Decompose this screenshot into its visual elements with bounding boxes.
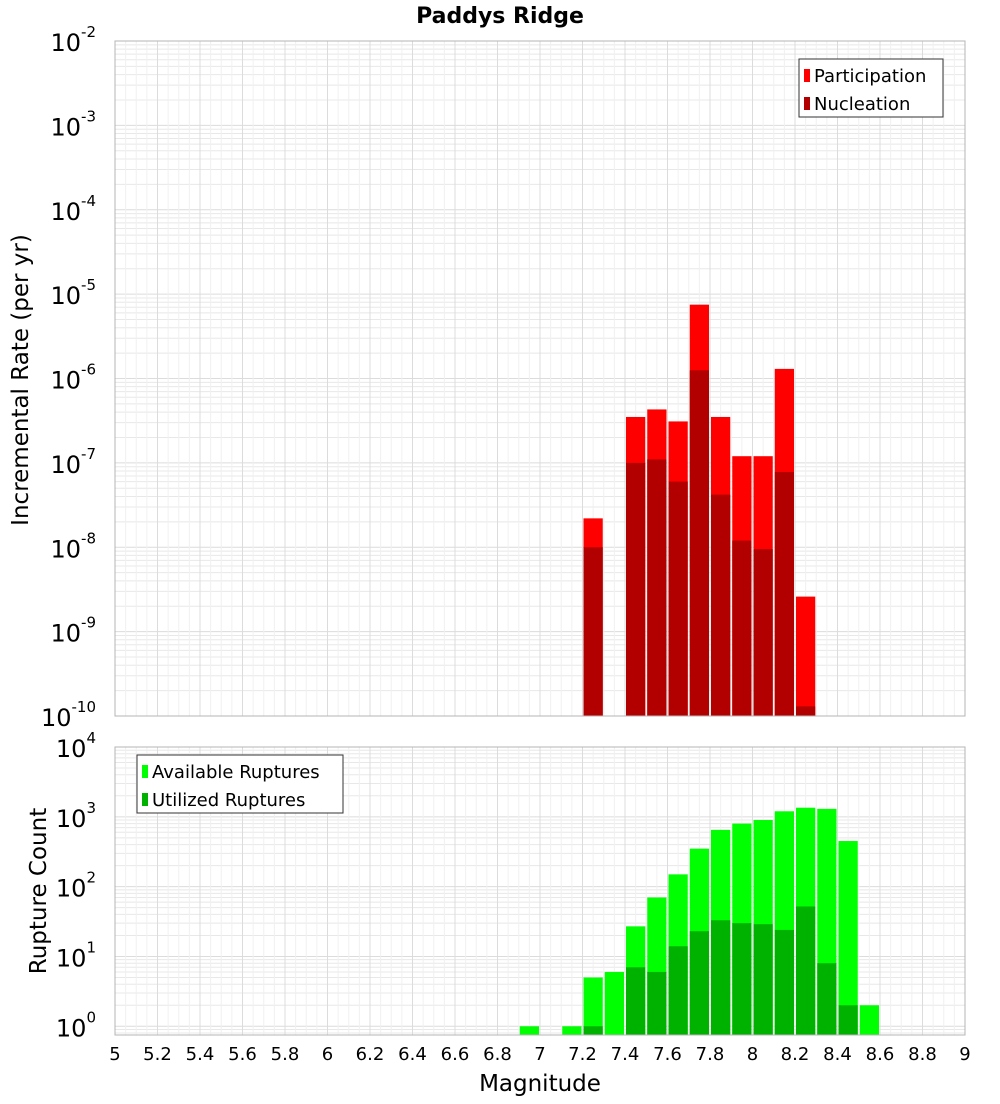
y-tick-label: 10-8: [50, 529, 96, 563]
x-tick-label: 5: [109, 1044, 120, 1065]
x-tick-label: 6.4: [398, 1044, 427, 1065]
x-tick-label: 8.2: [781, 1044, 810, 1065]
x-tick-labels: 5 5.2 5.4 5.6 5.8 6 6.2 6.4 6.6 6.8 7 7.2 7.4 7.6 7.8 8…: [109, 1044, 970, 1065]
y-tick-label: 10-7: [50, 445, 96, 479]
bar-nucleation: [583, 547, 603, 716]
x-tick-label: 6: [322, 1044, 333, 1065]
bar-utilized-ruptures: [753, 924, 773, 1035]
x-tick-label: 7.4: [611, 1044, 640, 1065]
legend: Participation Nucleation: [798, 58, 944, 118]
x-tick-label: 6.2: [356, 1044, 385, 1065]
legend-swatch: [142, 793, 148, 806]
y-tick-label: 10-5: [50, 276, 96, 310]
chart-title: Paddys Ridge: [416, 4, 584, 29]
x-tick-label: 7: [534, 1044, 545, 1065]
y-tick-label: 10-9: [50, 614, 96, 648]
x-tick-label: 7.6: [653, 1044, 682, 1065]
x-tick-label: 8: [747, 1044, 758, 1065]
bar-utilized-ruptures: [583, 1026, 603, 1035]
bar-available-ruptures: [519, 1026, 539, 1035]
plot-frame: [114, 746, 966, 1036]
x-tick-label: 8.6: [866, 1044, 895, 1065]
y-tick-label: 10-2: [50, 23, 96, 57]
x-tick-label: 8.4: [823, 1044, 852, 1065]
y-tick-label: 103: [56, 799, 96, 833]
bar-utilized-ruptures: [711, 920, 731, 1035]
bar-nucleation: [796, 706, 816, 716]
bottom-panel: 100 101 102 103 104 Available Ruptures Utilize…: [56, 729, 966, 1042]
bar-available-ruptures: [604, 971, 624, 1035]
bars: [519, 807, 879, 1035]
legend-box: [136, 754, 344, 814]
legend-swatch: [804, 97, 810, 110]
y-tick-label: 102: [56, 869, 96, 903]
bar-utilized-ruptures: [647, 971, 667, 1035]
bottom-y-axis-label: Rupture Count: [26, 808, 52, 974]
x-tick-label: 6.8: [483, 1044, 512, 1065]
bar-available-ruptures: [838, 841, 858, 1035]
legend-label: Available Ruptures: [152, 762, 320, 783]
top-y-axis-label: Incremental Rate (per yr): [8, 234, 34, 526]
y-tick-labels: 100 101 102 103 104: [56, 729, 96, 1042]
legend-label: Utilized Ruptures: [152, 790, 305, 811]
y-tick-label: 10-10: [41, 698, 96, 732]
bar-utilized-ruptures: [774, 929, 794, 1035]
legend: Available Ruptures Utilized Ruptures: [136, 754, 344, 814]
x-tick-label: 8.8: [908, 1044, 937, 1065]
x-tick-label: 5.4: [186, 1044, 215, 1065]
bar-nucleation: [647, 459, 667, 716]
bars: [583, 304, 816, 716]
bar-nucleation: [711, 494, 731, 716]
bar-nucleation: [689, 370, 709, 716]
y-tick-label: 10-3: [50, 107, 96, 141]
y-tick-label: 10-4: [50, 192, 96, 226]
bar-available-ruptures: [859, 1005, 879, 1035]
y-tick-label: 10-6: [50, 361, 96, 395]
x-tick-label: 7.2: [568, 1044, 597, 1065]
bar-utilized-ruptures: [668, 946, 688, 1035]
bar-nucleation: [753, 549, 773, 716]
x-tick-label: 5.8: [271, 1044, 300, 1065]
y-tick-label: 104: [56, 729, 96, 763]
bar-utilized-ruptures: [838, 1005, 858, 1035]
x-tick-label: 7.8: [696, 1044, 725, 1065]
x-axis-label: Magnitude: [479, 1071, 601, 1097]
bar-nucleation: [774, 471, 794, 716]
bar-utilized-ruptures: [732, 923, 752, 1035]
bar-nucleation: [732, 540, 752, 716]
bar-utilized-ruptures: [689, 931, 709, 1035]
grid: [114, 41, 966, 717]
legend-swatch: [804, 69, 810, 82]
bar-participation: [796, 596, 816, 716]
bar-utilized-ruptures: [796, 906, 816, 1035]
legend-label: Nucleation: [814, 94, 910, 115]
top-panel: 10-10 10-9 10-8 10-7 10-6 10-5 10-4 10-3 10-2 Par…: [41, 23, 966, 732]
legend-box: [798, 58, 944, 118]
x-tick-label: 9: [959, 1044, 970, 1065]
x-tick-label: 5.2: [143, 1044, 172, 1065]
legend-swatch: [142, 765, 148, 778]
bar-nucleation: [668, 481, 688, 716]
bar-utilized-ruptures: [817, 963, 837, 1035]
y-tick-labels: 10-10 10-9 10-8 10-7 10-6 10-5 10-4 10-3 10-2: [41, 23, 96, 732]
y-tick-label: 100: [56, 1008, 96, 1042]
legend-label: Participation: [814, 66, 926, 87]
bar-utilized-ruptures: [626, 967, 646, 1035]
bar-available-ruptures: [583, 977, 603, 1035]
bar-nucleation: [626, 462, 646, 716]
bar-available-ruptures: [562, 1026, 582, 1035]
x-tick-label: 5.6: [228, 1044, 257, 1065]
x-tick-label: 6.6: [441, 1044, 470, 1065]
plot-frame: [114, 40, 966, 717]
y-tick-label: 101: [56, 938, 96, 972]
